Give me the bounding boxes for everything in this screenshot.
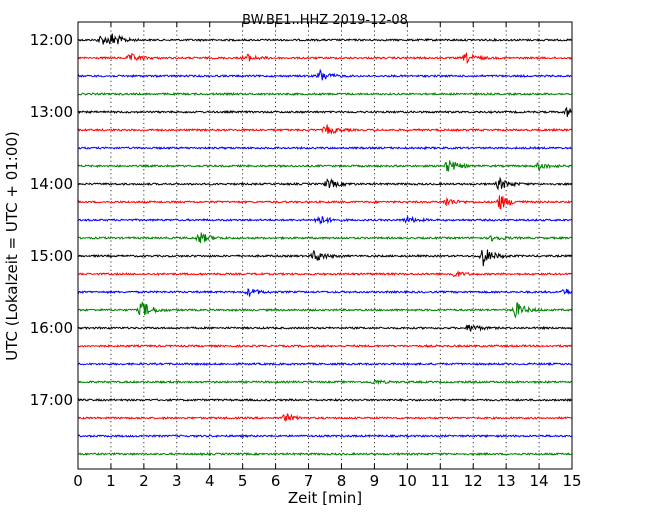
trace-12:45 [77,91,572,97]
trace-15:00 [77,249,572,267]
trace-12:30 [77,68,572,81]
x-tick-label: 15 [562,472,581,490]
trace-15:30 [77,287,572,297]
trace-13:15 [77,124,572,135]
x-axis-ticks: 0 1 2 3 4 5 6 7 8 9 10 11 12 13 14 15 [73,22,582,490]
trace-12:00 [77,33,572,45]
seismogram-traces [77,33,572,457]
trace-17:30 [77,433,572,439]
x-tick-label: 12 [464,472,483,490]
x-tick-label: 2 [139,472,149,490]
plot-frame [77,21,573,470]
trace-14:00 [78,176,572,191]
x-tick-label: 1 [106,472,116,490]
trace-15:15 [77,270,572,278]
x-tick-label: 5 [238,472,248,490]
trace-17:00 [77,398,572,403]
y-axis-label: UTC (Lokalzeit = UTC + 01:00) [3,131,21,361]
x-tick-label: 3 [172,472,182,490]
x-tick-label: 6 [271,472,281,490]
y-tick-label: 15:00 [30,247,73,265]
x-tick-label: 4 [205,472,215,490]
trace-14:45 [77,232,572,244]
trace-16:00 [77,324,572,332]
y-tick-label: 12:00 [30,31,73,49]
y-axis-ticks: 12:00 13:00 14:00 15:00 16:00 17:00 [30,31,572,409]
x-tick-label: 8 [337,472,347,490]
y-tick-label: 17:00 [30,391,73,409]
trace-14:15 [77,195,572,210]
x-tick-label: 11 [431,472,450,490]
y-tick-label: 14:00 [30,175,73,193]
trace-16:30 [77,361,572,367]
x-tick-label: 13 [497,472,516,490]
trace-17:15 [78,413,572,423]
trace-14:30 [77,215,572,226]
trace-13:45 [77,160,572,173]
chart-title: BW.BE1..HHZ 2019-12-08 [242,13,408,28]
trace-16:45 [77,379,572,386]
y-tick-label: 13:00 [30,103,73,121]
x-tick-label: 14 [530,472,549,490]
x-tick-label: 9 [370,472,380,490]
trace-15:45 [77,301,572,319]
x-axis-label: Zeit [min] [288,489,362,507]
trace-17:45 [77,451,572,457]
trace-13:00 [77,106,572,117]
x-tick-label: 10 [398,472,417,490]
grid-lines [110,22,540,469]
trace-16:15 [77,343,572,349]
y-tick-label: 16:00 [30,319,73,337]
x-tick-label: 0 [73,472,83,490]
trace-12:15 [77,52,572,65]
trace-13:30 [77,145,572,151]
x-tick-label: 7 [304,472,314,490]
